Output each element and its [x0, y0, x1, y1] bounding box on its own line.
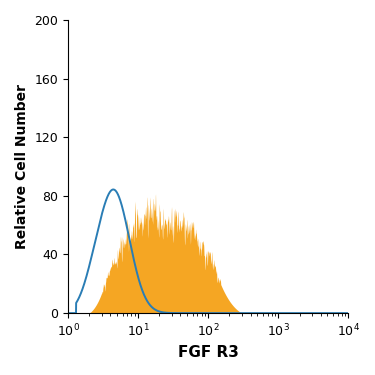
Y-axis label: Relative Cell Number: Relative Cell Number [15, 84, 29, 249]
X-axis label: FGF R3: FGF R3 [178, 345, 239, 360]
